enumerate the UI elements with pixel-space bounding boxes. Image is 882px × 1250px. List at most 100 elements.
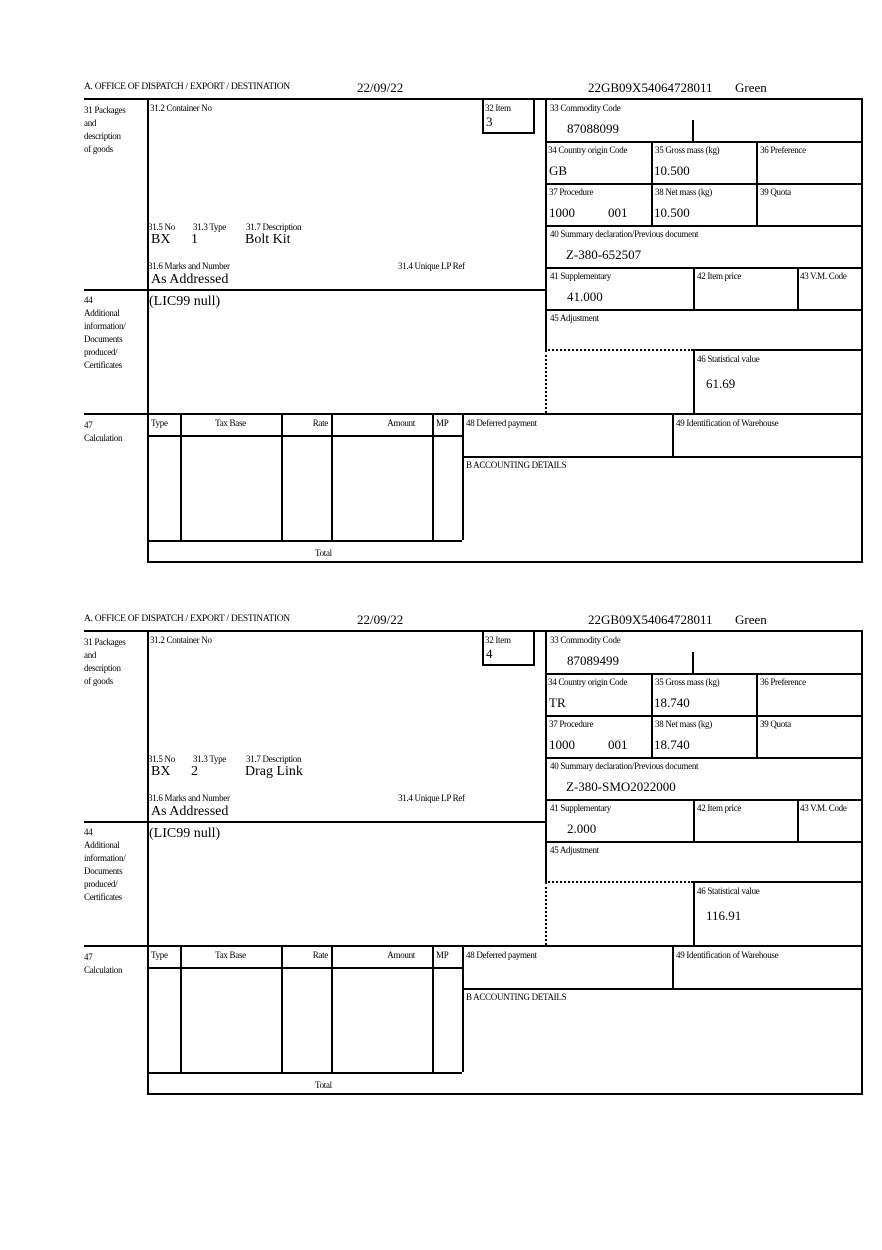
divider (797, 267, 799, 309)
calculation-label: 47 Calculation (84, 419, 123, 445)
origin-label: 34 Country origin Code (548, 677, 628, 687)
item-value: 4 (486, 646, 493, 661)
divider (693, 349, 695, 413)
supplementary-label: 41 Supplementary (550, 271, 611, 281)
divider (861, 98, 863, 561)
summary-value: Z-380-652507 (566, 247, 642, 262)
label-line: of goods (84, 144, 113, 154)
divider (861, 630, 863, 1093)
calc-col-tax-base: Tax Base (215, 418, 246, 428)
procedure-value: 1000 (549, 205, 575, 220)
divider (545, 98, 547, 350)
item-label: 32 Item (485, 635, 511, 645)
calc-col-amount: Amount (387, 950, 415, 960)
divider (147, 98, 149, 561)
declaration-reference: 22GB09X54064728011 (588, 80, 713, 95)
divider (756, 141, 758, 225)
statistical-value-label: 46 Statistical value (697, 886, 760, 896)
gross-mass-label: 35 Gross mass (kg) (655, 677, 720, 687)
preference-label: 36 Preference (760, 677, 806, 687)
label-line: Additional (84, 308, 120, 318)
marks-value: As Addressed (151, 804, 229, 819)
label-line: 47 (84, 420, 93, 430)
label-line: and (84, 650, 97, 660)
gross-mass-value: 18.740 (654, 695, 690, 710)
description-label: 31.7 Description (246, 222, 302, 232)
warehouse-label: 49 Identification of Warehouse (676, 950, 779, 960)
divider (180, 945, 182, 1072)
label-line: Calculation (84, 965, 123, 975)
vm-code-label: 43 V.M. Code (800, 803, 847, 813)
description-value: Drag Link (245, 764, 303, 779)
unique-ref-label: 31.4 Unique LP Ref (398, 261, 465, 271)
declaration-form: A. OFFICE OF DISPATCH / EXPORT / DESTINA… (0, 80, 882, 570)
divider (462, 413, 464, 540)
summary-label: 40 Summary declaration/Previous document (550, 229, 699, 239)
divider (84, 289, 545, 291)
label-line: 44 (84, 295, 93, 305)
label-line: 44 (84, 827, 93, 837)
divider (281, 945, 283, 1072)
commodity-value: 87088099 (567, 121, 619, 136)
divider (651, 673, 653, 757)
label-line: information/ (84, 853, 126, 863)
divider (147, 540, 462, 542)
divider (432, 945, 434, 1072)
divider (693, 881, 695, 945)
item-value: 3 (486, 114, 493, 129)
unique-ref-label: 31.4 Unique LP Ref (398, 793, 465, 803)
gross-mass-value: 10.500 (654, 163, 690, 178)
quota-label: 39 Quota (760, 719, 791, 729)
divider (147, 1072, 462, 1074)
label-line: Additional (84, 840, 120, 850)
divider (545, 225, 862, 227)
divider (147, 630, 149, 1093)
adjustment-label: 45 Adjustment (550, 313, 599, 323)
vm-code-label: 43 V.M. Code (800, 271, 847, 281)
calc-col-tax-base: Tax Base (215, 950, 246, 960)
calc-col-rate: Rate (312, 950, 329, 960)
divider (692, 120, 694, 141)
supplementary-value: 2.000 (567, 821, 597, 836)
label-line: 31 Packages (84, 637, 126, 647)
container-no-label: 31.2 Container No (150, 103, 212, 113)
net-mass-label: 38 Net mass (kg) (655, 187, 712, 197)
divider (693, 267, 695, 309)
no-value: BX (151, 764, 171, 779)
origin-label: 34 Country origin Code (548, 145, 628, 155)
divider (84, 413, 862, 415)
divider (545, 799, 862, 801)
label-line: Documents (84, 866, 123, 876)
deferred-payment-label: 48 Deferred payment (466, 418, 537, 428)
packages-label: 31 Packages and description of goods (84, 636, 126, 688)
label-line: Certificates (84, 892, 122, 902)
divider (545, 309, 862, 311)
declaration-form: A. OFFICE OF DISPATCH / EXPORT / DESTINA… (0, 612, 882, 1102)
marks-value: As Addressed (151, 272, 229, 287)
dotted-divider (545, 881, 693, 883)
net-mass-value: 18.740 (654, 737, 690, 752)
calc-col-amount: Amount (387, 418, 415, 428)
type-value: 2 (191, 764, 198, 779)
summary-label: 40 Summary declaration/Previous document (550, 761, 699, 771)
divider (545, 267, 862, 269)
label-line: produced/ (84, 347, 118, 357)
divider (545, 183, 862, 185)
statistical-value: 116.91 (706, 908, 742, 923)
dotted-divider (545, 350, 547, 413)
declaration-reference: 22GB09X54064728011 (588, 612, 713, 627)
item-price-label: 42 Item price (697, 803, 742, 813)
accounting-details-label: B ACCOUNTING DETAILS (466, 992, 567, 1002)
divider (147, 1093, 863, 1095)
type-value: 1 (191, 232, 198, 247)
label-line: Certificates (84, 360, 122, 370)
type-label: 31.3 Type (193, 222, 227, 232)
additional-info-label: 44 Additional information/ Documents pro… (84, 826, 126, 904)
calc-col-type: Type (151, 950, 168, 960)
divider (432, 413, 434, 540)
divider (797, 799, 799, 841)
divider (147, 967, 462, 969)
commodity-label: 33 Commodity Code (550, 103, 621, 113)
origin-value: TR (549, 695, 566, 710)
